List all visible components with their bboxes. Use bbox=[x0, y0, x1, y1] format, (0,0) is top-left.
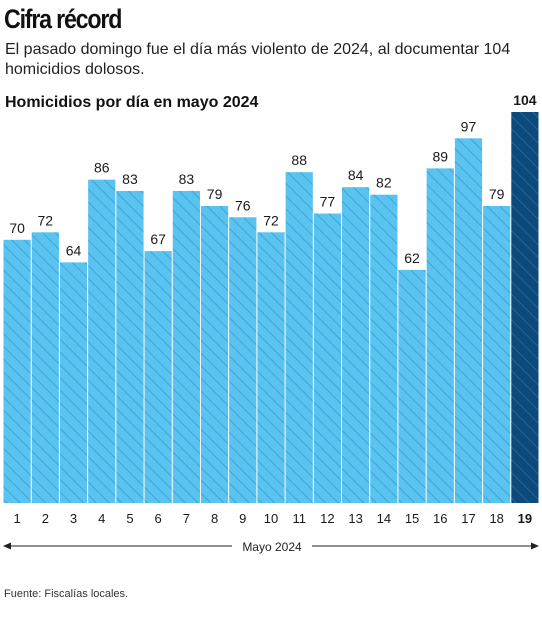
x-axis-label: Mayo 2024 bbox=[242, 540, 302, 554]
data-label-day-5: 83 bbox=[122, 171, 138, 187]
bar-day-10 bbox=[257, 232, 285, 503]
data-label-day-15: 62 bbox=[404, 250, 420, 266]
data-label-day-8: 79 bbox=[207, 186, 223, 202]
bar-day-6 bbox=[144, 251, 172, 503]
x-tick-label-11: 11 bbox=[292, 511, 306, 526]
bar-day-13 bbox=[342, 187, 370, 503]
data-label-day-19: 104 bbox=[513, 92, 537, 108]
x-tick-label-12: 12 bbox=[320, 511, 334, 526]
x-axis-arrow-right-head bbox=[531, 542, 539, 550]
data-label-day-14: 82 bbox=[376, 175, 392, 191]
bar-day-18 bbox=[483, 205, 511, 504]
data-label-day-2: 72 bbox=[38, 212, 54, 228]
x-tick-label-7: 7 bbox=[183, 511, 190, 526]
x-tick-label-13: 13 bbox=[348, 511, 362, 526]
bar-day-15 bbox=[398, 269, 426, 503]
x-tick-label-18: 18 bbox=[489, 511, 503, 526]
x-axis-arrow-left-head bbox=[3, 542, 11, 550]
data-label-day-12: 77 bbox=[320, 194, 336, 210]
x-tick-label-3: 3 bbox=[70, 511, 77, 526]
data-label-day-11: 88 bbox=[291, 152, 307, 168]
x-tick-label-6: 6 bbox=[155, 511, 162, 526]
bar-day-1 bbox=[3, 239, 31, 503]
bar-day-16 bbox=[426, 168, 454, 503]
bar-day-5 bbox=[116, 190, 144, 503]
x-tick-label-4: 4 bbox=[98, 511, 105, 526]
source-note: Fuente: Fiscalías locales. bbox=[4, 588, 129, 600]
data-label-day-13: 84 bbox=[348, 167, 364, 183]
x-tick-label-17: 17 bbox=[461, 511, 475, 526]
data-label-day-9: 76 bbox=[235, 197, 251, 213]
data-label-day-3: 64 bbox=[66, 242, 82, 258]
data-label-day-17: 97 bbox=[461, 118, 477, 134]
data-label-day-1: 70 bbox=[9, 220, 25, 236]
x-tick-label-5: 5 bbox=[126, 511, 133, 526]
bar-day-3 bbox=[59, 262, 88, 503]
data-label-day-6: 67 bbox=[150, 231, 166, 247]
data-label-day-10: 72 bbox=[263, 212, 279, 228]
headline: Cifra récord bbox=[4, 4, 122, 34]
x-tick-label-19: 19 bbox=[518, 511, 532, 526]
bar-day-14 bbox=[370, 194, 398, 503]
bar-day-4 bbox=[88, 179, 116, 504]
x-tick-label-2: 2 bbox=[42, 511, 49, 526]
data-label-day-18: 79 bbox=[489, 186, 505, 202]
chart-title: Homicidios por día en mayo 2024 bbox=[5, 94, 259, 111]
data-label-day-4: 86 bbox=[94, 160, 110, 176]
x-tick-label-8: 8 bbox=[211, 511, 218, 526]
bar-day-19 bbox=[511, 112, 539, 503]
x-tick-label-9: 9 bbox=[239, 511, 246, 526]
bar-day-17 bbox=[454, 138, 483, 503]
x-tick-label-1: 1 bbox=[13, 511, 20, 526]
bar-day-9 bbox=[229, 217, 257, 503]
x-axis-label-bg bbox=[232, 537, 312, 555]
bar-day-7 bbox=[172, 190, 200, 503]
data-label-day-7: 83 bbox=[179, 171, 195, 187]
bar-day-2 bbox=[31, 232, 59, 503]
x-tick-label-16: 16 bbox=[433, 511, 447, 526]
data-label-day-16: 89 bbox=[432, 148, 448, 164]
x-tick-label-14: 14 bbox=[377, 511, 391, 526]
bar-day-8 bbox=[200, 205, 229, 504]
x-tick-label-10: 10 bbox=[264, 511, 278, 526]
subheadline: El pasado domingo fue el día más violent… bbox=[5, 41, 511, 78]
bar-day-11 bbox=[285, 172, 313, 503]
bar-day-12 bbox=[313, 213, 342, 503]
x-tick-label-15: 15 bbox=[405, 511, 419, 526]
